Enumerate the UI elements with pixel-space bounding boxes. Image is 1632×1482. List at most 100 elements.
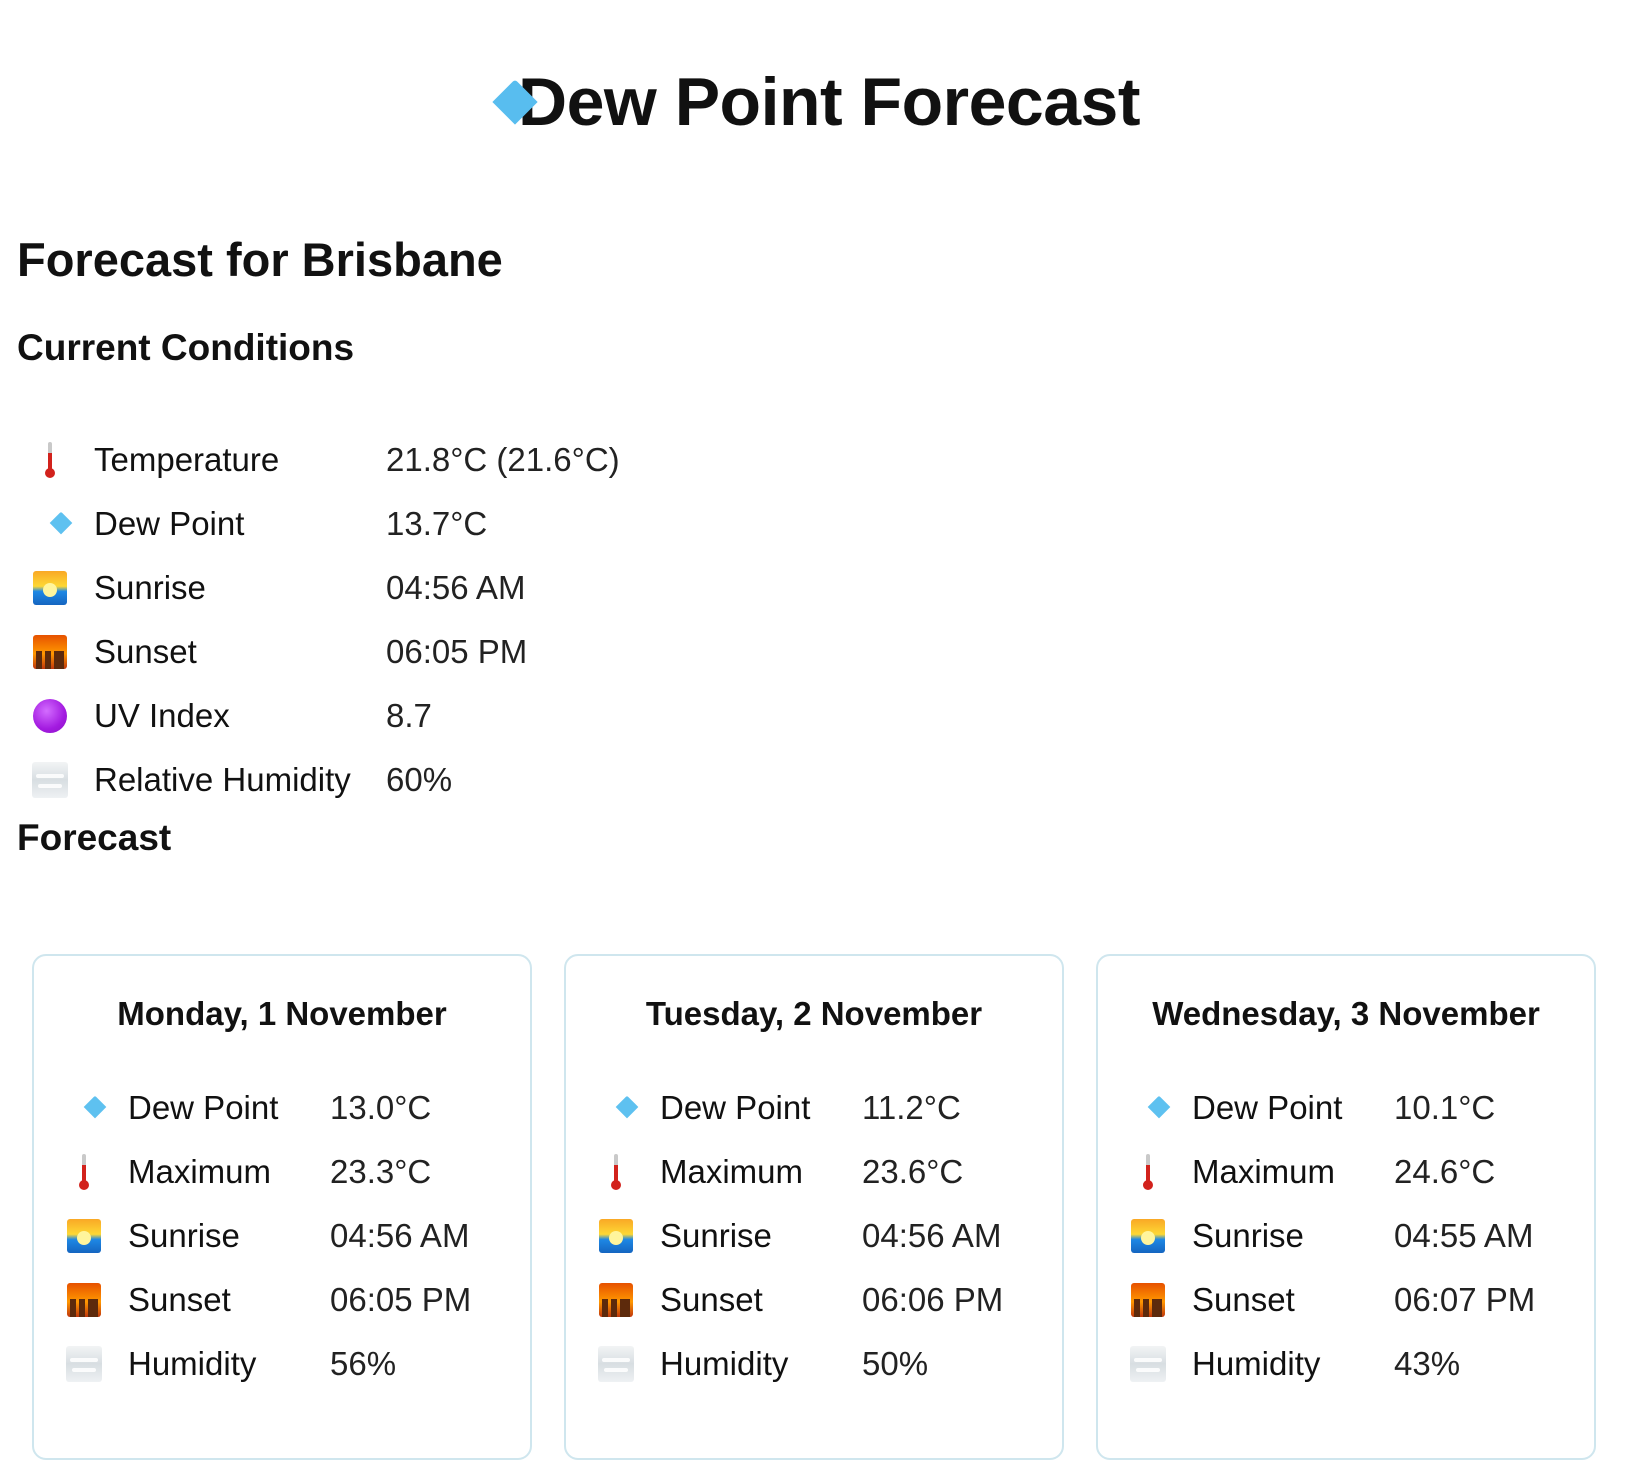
forecast-value: 24.6°C [1394, 1153, 1496, 1190]
current-value: 60% [386, 761, 453, 798]
current-label: Sunrise [94, 569, 206, 606]
forecast-value: 06:06 PM [862, 1281, 1004, 1318]
sunrise-icon [30, 568, 70, 608]
forecast-card: Monday, 1 November Dew Point 13.0°C Maxi… [32, 954, 532, 1460]
current-row-relative-humidity: Relative Humidity 60% [30, 748, 730, 812]
forecast-row-sunrise: Sunrise 04:55 AM [1128, 1204, 1578, 1268]
forecast-row-sunset: Sunset 06:05 PM [64, 1268, 514, 1332]
forecast-label: Maximum [660, 1153, 804, 1190]
forecast-label: Sunrise [128, 1217, 240, 1254]
forecast-value: 13.0°C [330, 1089, 432, 1126]
forecast-value: 04:56 AM [862, 1217, 1002, 1254]
forecast-row-maximum: Maximum 23.3°C [64, 1140, 514, 1204]
fog-icon [64, 1344, 104, 1384]
forecast-label: Sunrise [660, 1217, 772, 1254]
fog-icon [596, 1344, 636, 1384]
droplet-icon [30, 504, 70, 544]
forecast-value: 06:07 PM [1394, 1281, 1536, 1318]
forecast-row-maximum: Maximum 23.6°C [596, 1140, 1046, 1204]
forecast-row-sunrise: Sunrise 04:56 AM [64, 1204, 514, 1268]
forecast-label: Dew Point [1192, 1089, 1343, 1126]
forecast-value: 43% [1394, 1345, 1461, 1382]
droplet-icon [64, 1088, 104, 1128]
current-conditions-heading: Current Conditions [17, 327, 355, 368]
forecast-card-list: Dew Point 13.0°C Maximum 23.3°C Sunrise … [64, 1076, 514, 1396]
forecast-card: Wednesday, 3 November Dew Point 10.1°C M… [1096, 954, 1596, 1460]
forecast-label: Maximum [128, 1153, 272, 1190]
forecast-row-maximum: Maximum 24.6°C [1128, 1140, 1578, 1204]
forecast-row-sunrise: Sunrise 04:56 AM [596, 1204, 1046, 1268]
forecast-value: 23.6°C [862, 1153, 964, 1190]
forecast-row-humidity: Humidity 43% [1128, 1332, 1578, 1396]
forecast-card-list: Dew Point 11.2°C Maximum 23.6°C Sunrise … [596, 1076, 1046, 1396]
forecast-heading: Forecast [17, 817, 172, 858]
current-row-sunset: Sunset 06:05 PM [30, 620, 730, 684]
forecast-value: 06:05 PM [330, 1281, 472, 1318]
current-row-dew-point: Dew Point 13.7°C [30, 492, 730, 556]
forecast-label: Sunset [128, 1281, 231, 1318]
forecast-label: Maximum [1192, 1153, 1336, 1190]
page-title: Dew Point Forecast [517, 64, 1141, 140]
forecast-row-sunset: Sunset 06:07 PM [1128, 1268, 1578, 1332]
forecast-cards: Monday, 1 November Dew Point 13.0°C Maxi… [32, 954, 1600, 1460]
forecast-label: Sunset [1192, 1281, 1295, 1318]
forecast-card-list: Dew Point 10.1°C Maximum 24.6°C Sunrise … [1128, 1076, 1578, 1396]
current-value: 21.8°C (21.6°C) [386, 441, 620, 478]
uv-purple-circle-icon [30, 696, 70, 736]
forecast-label: Humidity [1192, 1345, 1321, 1382]
fog-icon [30, 760, 70, 800]
forecast-label: Dew Point [128, 1089, 279, 1126]
forecast-row-humidity: Humidity 50% [596, 1332, 1046, 1396]
forecast-date: Tuesday, 2 November [645, 995, 983, 1032]
current-conditions-list: Temperature 21.8°C (21.6°C) Dew Point 13… [30, 428, 730, 812]
current-row-uv-index: UV Index 8.7 [30, 684, 730, 748]
current-label: Dew Point [94, 505, 245, 542]
forecast-label: Sunset [660, 1281, 763, 1318]
forecast-row-dew-point: Dew Point 11.2°C [596, 1076, 1046, 1140]
sunrise-icon [1128, 1216, 1168, 1256]
title-wrap: Dew Point Forecast [492, 62, 1141, 142]
forecast-card: Tuesday, 2 November Dew Point 11.2°C Max… [564, 954, 1064, 1460]
current-label: Temperature [94, 441, 280, 478]
forecast-value: 04:55 AM [1394, 1217, 1534, 1254]
fog-icon [1128, 1344, 1168, 1384]
sunset-icon [1128, 1280, 1168, 1320]
forecast-value: 11.2°C [862, 1089, 961, 1126]
sunrise-icon [596, 1216, 636, 1256]
forecast-label: Dew Point [660, 1089, 811, 1126]
forecast-label: Humidity [660, 1345, 789, 1382]
forecast-label: Sunrise [1192, 1217, 1304, 1254]
page-header: Dew Point Forecast [0, 62, 1632, 142]
current-label: Sunset [94, 633, 197, 670]
forecast-value: 10.1°C [1394, 1089, 1496, 1126]
thermometer-icon [1128, 1152, 1168, 1192]
forecast-value: 50% [862, 1345, 929, 1382]
current-row-sunrise: Sunrise 04:56 AM [30, 556, 730, 620]
sunset-icon [64, 1280, 104, 1320]
sunset-icon [596, 1280, 636, 1320]
thermometer-icon [596, 1152, 636, 1192]
droplet-icon [596, 1088, 636, 1128]
thermometer-icon [30, 440, 70, 480]
sunrise-icon [64, 1216, 104, 1256]
current-label: UV Index [94, 697, 230, 734]
location-title: Forecast for Brisbane [17, 233, 503, 286]
forecast-row-dew-point: Dew Point 10.1°C [1128, 1076, 1578, 1140]
droplet-icon [1128, 1088, 1168, 1128]
current-label: Relative Humidity [94, 761, 351, 798]
forecast-row-humidity: Humidity 56% [64, 1332, 514, 1396]
forecast-row-dew-point: Dew Point 13.0°C [64, 1076, 514, 1140]
current-row-temperature: Temperature 21.8°C (21.6°C) [30, 428, 730, 492]
forecast-date: Wednesday, 3 November [1152, 995, 1540, 1032]
current-value: 8.7 [386, 697, 432, 734]
sunset-icon [30, 632, 70, 672]
thermometer-icon [64, 1152, 104, 1192]
forecast-date: Monday, 1 November [117, 995, 447, 1032]
forecast-value: 04:56 AM [330, 1217, 470, 1254]
forecast-label: Humidity [128, 1345, 257, 1382]
current-value: 13.7°C [386, 505, 488, 542]
forecast-row-sunset: Sunset 06:06 PM [596, 1268, 1046, 1332]
current-value: 06:05 PM [386, 633, 528, 670]
forecast-value: 23.3°C [330, 1153, 432, 1190]
current-value: 04:56 AM [386, 569, 526, 606]
